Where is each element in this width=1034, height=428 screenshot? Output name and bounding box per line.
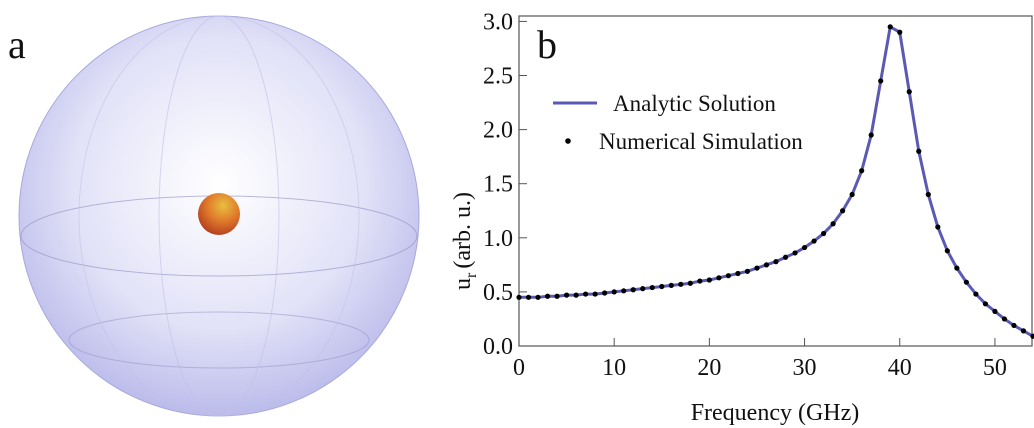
data-point: [611, 289, 617, 295]
data-point: [725, 273, 732, 279]
data-point: [525, 294, 532, 300]
data-point: [678, 281, 684, 287]
panel-label: b: [537, 22, 557, 67]
data-point: [944, 248, 950, 254]
x-tick-label: 10: [602, 355, 626, 381]
data-point: [840, 208, 846, 214]
plot-frame: [518, 15, 1033, 347]
data-point: [1030, 333, 1034, 339]
data-point: [668, 282, 674, 289]
data-point: [1020, 328, 1027, 334]
y-axis-title-main: u: [450, 278, 476, 290]
data-point: [554, 293, 560, 299]
data-point: [773, 259, 779, 265]
data-point: [897, 29, 903, 35]
data-point: [1011, 322, 1017, 329]
legend-label: Numerical Simulation: [599, 129, 803, 154]
y-tick-label: 1.5: [483, 172, 513, 198]
data-point: [782, 254, 789, 260]
data-point: [859, 168, 865, 174]
data-point: [954, 265, 960, 271]
data-point: [716, 275, 722, 281]
data-point: [687, 280, 693, 286]
data-point: [544, 293, 551, 299]
data-point: [963, 279, 969, 285]
panel-a: a: [8, 15, 420, 417]
data-point: [763, 262, 770, 268]
y-tick-label: 0.0: [483, 334, 513, 360]
data-point: [925, 191, 931, 198]
y-tick-label: 2.0: [483, 118, 513, 144]
legend-label: Analytic Solution: [613, 91, 776, 116]
y-axis-title-sub: r: [463, 272, 480, 278]
data-point: [830, 221, 836, 227]
x-axis-title: Frequency (GHz): [691, 400, 860, 426]
data-point: [621, 288, 627, 294]
data-point: [535, 294, 541, 300]
x-tick-label: 0: [513, 355, 525, 381]
data-point: [973, 291, 979, 297]
data-point: [602, 290, 608, 296]
data-point: [1001, 316, 1008, 322]
y-axis-title: ur (arb. u.): [450, 192, 480, 290]
data-point: [801, 244, 808, 251]
x-tick-label: 40: [888, 355, 912, 381]
data-point: [744, 268, 751, 274]
data-point: [592, 291, 598, 297]
x-tick-label: 20: [697, 355, 721, 381]
data-point: [583, 291, 589, 297]
data-point: [887, 24, 893, 30]
data-point: [706, 277, 712, 283]
data-point: [649, 284, 655, 291]
data-point: [868, 132, 874, 138]
sphere-meridian: [78, 15, 360, 417]
inner-sphere: [198, 193, 240, 235]
data-point: [916, 148, 922, 154]
y-tick-label: 1.0: [483, 226, 513, 252]
legend-swatch: [565, 138, 571, 144]
sphere-latitude: [68, 311, 370, 369]
panel-label: a: [8, 22, 26, 67]
data-point: [878, 78, 884, 84]
data-point: [573, 292, 579, 298]
data-point: [992, 308, 998, 314]
data-point: [563, 292, 570, 298]
data-point: [754, 265, 760, 271]
y-tick-label: 2.5: [483, 64, 513, 90]
y-tick-label: 0.5: [483, 280, 513, 306]
data-point: [811, 238, 817, 244]
line-series: [519, 24, 1034, 338]
x-tick-label: 30: [793, 355, 817, 381]
y-tick-label: 3.0: [483, 9, 513, 35]
data-point: [982, 301, 989, 307]
x-tick-label: 50: [983, 355, 1007, 381]
data-point: [640, 286, 646, 292]
data-point: [630, 287, 636, 293]
data-point: [659, 283, 665, 290]
data-point: [792, 250, 798, 256]
data-point: [849, 191, 855, 198]
data-point: [820, 230, 827, 237]
panel-b: b Frequency (GHz) ur (arb. u.): [450, 22, 859, 426]
y-axis-title-rest: (arb. u.): [450, 192, 476, 269]
data-point: [735, 270, 741, 277]
data-point: [935, 224, 941, 230]
data-point: [697, 278, 703, 284]
data-point: [516, 294, 522, 300]
data-point: [906, 89, 912, 95]
